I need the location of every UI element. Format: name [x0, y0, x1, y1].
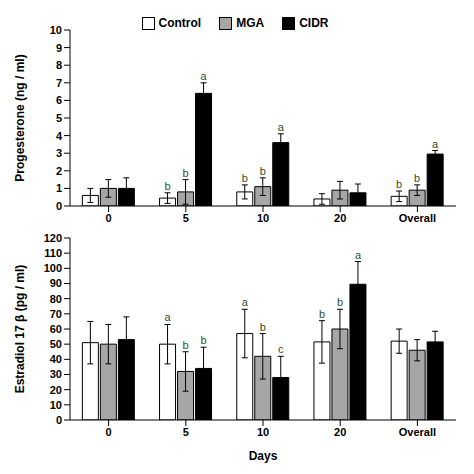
svg-text:10: 10 — [257, 426, 269, 438]
svg-text:a: a — [432, 138, 439, 150]
svg-text:Estradiol 17 β (pg / ml): Estradiol 17 β (pg / ml) — [13, 265, 27, 394]
svg-text:b: b — [414, 172, 420, 184]
svg-text:a: a — [200, 70, 207, 82]
svg-text:110: 110 — [44, 247, 62, 259]
svg-text:Overall: Overall — [399, 426, 436, 438]
svg-text:5: 5 — [183, 212, 189, 224]
svg-text:Days: Days — [249, 449, 278, 463]
svg-text:0: 0 — [56, 200, 62, 212]
svg-text:6: 6 — [56, 94, 62, 106]
svg-text:8: 8 — [56, 59, 62, 71]
svg-text:0: 0 — [106, 212, 112, 224]
svg-text:a: a — [242, 296, 249, 308]
svg-text:90: 90 — [50, 277, 62, 289]
svg-text:120: 120 — [44, 232, 62, 244]
svg-text:60: 60 — [50, 323, 62, 335]
svg-text:50: 50 — [50, 338, 62, 350]
svg-text:100: 100 — [44, 262, 62, 274]
svg-text:b: b — [164, 180, 170, 192]
svg-text:80: 80 — [50, 293, 62, 305]
svg-text:a: a — [355, 249, 362, 261]
svg-text:b: b — [182, 167, 188, 179]
svg-text:a: a — [278, 121, 285, 133]
svg-text:4: 4 — [56, 130, 63, 142]
svg-text:7: 7 — [56, 77, 62, 89]
svg-text:5: 5 — [56, 112, 62, 124]
svg-text:2: 2 — [56, 165, 62, 177]
svg-text:30: 30 — [50, 368, 62, 380]
svg-text:0: 0 — [106, 426, 112, 438]
svg-text:b: b — [200, 334, 206, 346]
svg-text:40: 40 — [50, 353, 62, 365]
svg-text:20: 20 — [334, 426, 346, 438]
svg-text:20: 20 — [50, 384, 62, 396]
svg-text:b: b — [337, 296, 343, 308]
svg-text:b: b — [260, 321, 266, 333]
svg-text:b: b — [182, 339, 188, 351]
svg-text:b: b — [396, 178, 402, 190]
svg-text:a: a — [164, 311, 171, 323]
svg-text:5: 5 — [183, 426, 189, 438]
svg-text:70: 70 — [50, 308, 62, 320]
svg-text:9: 9 — [56, 42, 62, 54]
svg-text:Overall: Overall — [399, 212, 436, 224]
svg-text:20: 20 — [334, 212, 346, 224]
svg-text:b: b — [319, 308, 325, 320]
html-text:CIDR: CIDR — [299, 16, 329, 30]
svg-text:10: 10 — [50, 399, 62, 411]
svg-text:b: b — [260, 165, 266, 177]
svg-text:b: b — [242, 172, 248, 184]
svg-text:Progesterone (ng / ml): Progesterone (ng / ml) — [13, 54, 27, 181]
svg-text:c: c — [278, 343, 284, 355]
svg-text:0: 0 — [56, 414, 62, 426]
svg-text:1: 1 — [56, 182, 62, 194]
svg-text:10: 10 — [257, 212, 269, 224]
html-text:MGA: MGA — [236, 16, 265, 30]
svg-text:3: 3 — [56, 147, 62, 159]
svg-text:10: 10 — [50, 24, 62, 36]
html-text:Control: Control — [158, 16, 202, 30]
